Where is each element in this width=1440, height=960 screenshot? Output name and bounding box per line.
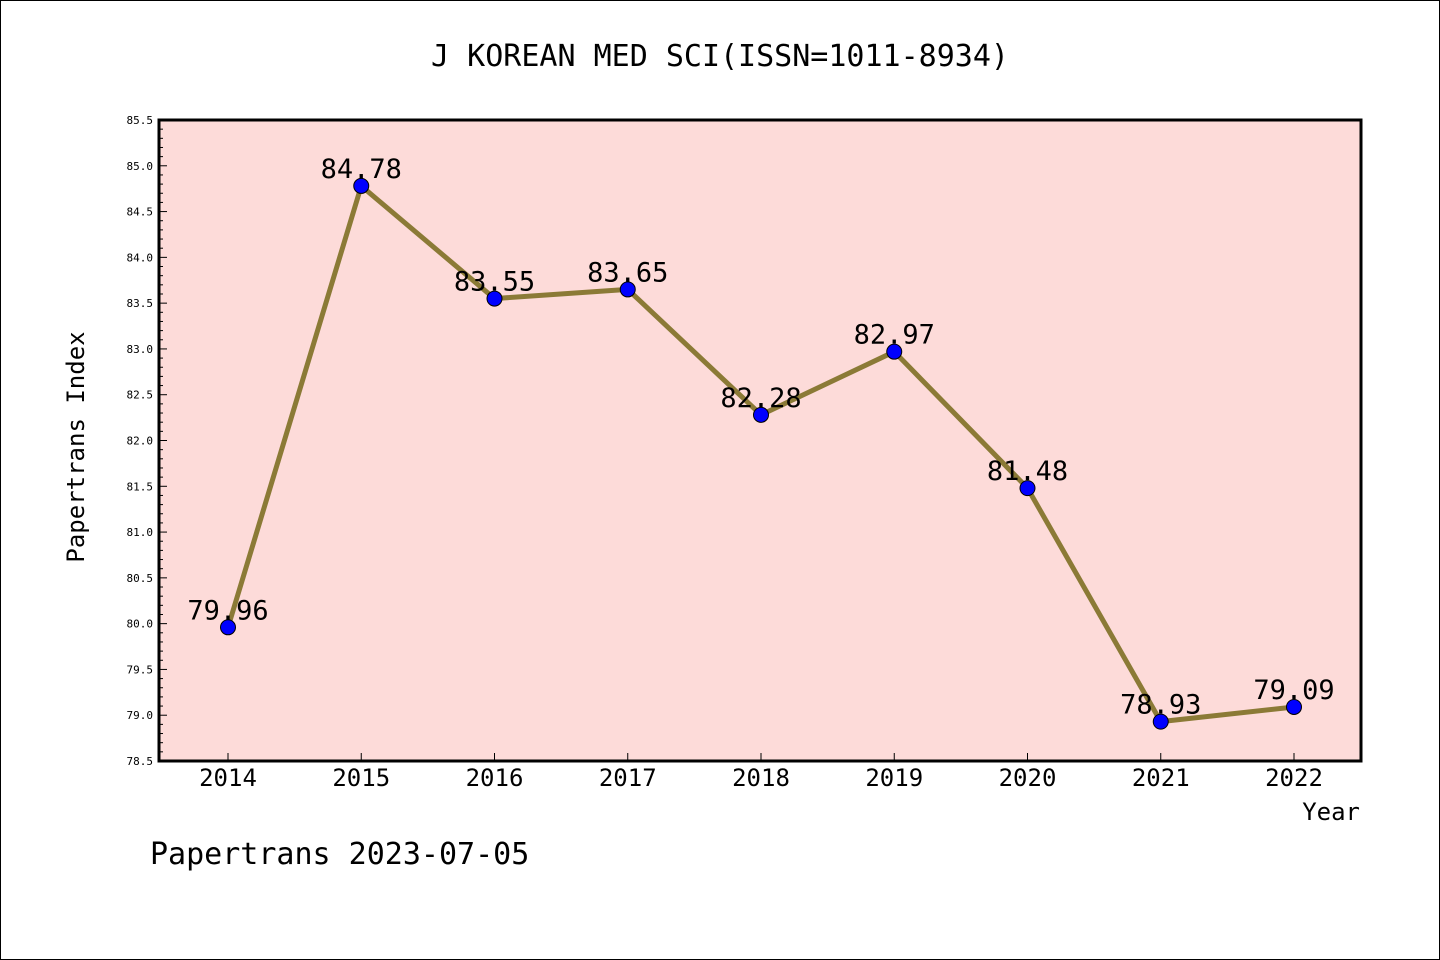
y-tick-label: 84.0 — [127, 251, 154, 264]
y-axis-label: Papertrans Index — [62, 331, 90, 562]
data-point-marker — [1286, 698, 1302, 715]
x-tick-label: 2018 — [732, 764, 790, 792]
plot-border — [157, 118, 1363, 763]
y-tick-label: 81.5 — [127, 480, 154, 493]
y-tick-label: 82.5 — [127, 389, 154, 402]
y-tick-label: 79.0 — [127, 709, 154, 722]
data-value-label: 79.09 — [1253, 675, 1334, 706]
data-point-marker — [486, 290, 503, 307]
x-tick-label: 2017 — [599, 764, 657, 792]
y-tick-label: 84.5 — [127, 206, 154, 219]
x-tick-label: 2015 — [332, 764, 390, 792]
data-point-marker — [886, 343, 903, 360]
chart-title: J KOREAN MED SCI(ISSN=1011-8934) — [431, 39, 1009, 74]
data-point-marker — [1152, 713, 1169, 730]
x-tick-label: 2016 — [466, 764, 524, 792]
x-tick-label: 2020 — [999, 764, 1057, 792]
data-value-label: 83.55 — [454, 267, 535, 298]
y-tick-label: 82.0 — [127, 435, 154, 448]
y-axis-ticks: 78.5 79.0 79.5 80.0 80.5 81.0 81.5 82.0 82.5 83.0… — [127, 114, 167, 768]
data-point-marker — [353, 177, 370, 194]
y-tick-label: 80.0 — [127, 618, 154, 631]
y-tick-label: 78.5 — [127, 755, 154, 768]
data-value-label: 83.65 — [587, 257, 668, 288]
x-axis-label: Year — [1302, 798, 1360, 826]
y-tick-label: 85.0 — [127, 160, 154, 173]
data-point-marker — [619, 281, 636, 298]
data-point-marker — [220, 619, 236, 636]
data-value-label: 78.93 — [1120, 690, 1201, 721]
data-point-marker — [753, 406, 769, 423]
data-value-label: 81.48 — [987, 456, 1068, 487]
y-tick-label: 85.5 — [127, 114, 154, 127]
y-tick-label: 79.5 — [127, 663, 154, 676]
y-tick-label: 83.5 — [127, 297, 154, 310]
x-tick-label: 2014 — [199, 764, 257, 792]
x-tick-label: 2019 — [865, 764, 923, 792]
data-value-label: 82.97 — [854, 320, 935, 351]
x-axis-ticks: 2014 2015 2016 2017 2018 2019 2020 2021 2022 — [199, 753, 1323, 792]
y-tick-label: 81.0 — [127, 526, 154, 539]
data-markers — [220, 177, 1302, 730]
y-tick-label: 83.0 — [127, 343, 154, 356]
data-point-marker — [1019, 480, 1036, 497]
data-labels: 79.96 84.78 83.55 83.65 82.28 82.97 81.48 78.93… — [187, 154, 1334, 721]
data-value-label: 82.28 — [720, 383, 801, 414]
x-tick-label: 2022 — [1265, 764, 1323, 792]
x-tick-label: 2021 — [1132, 764, 1190, 792]
footer-caption: Papertrans 2023-07-05 — [150, 837, 529, 872]
y-tick-label: 80.5 — [127, 572, 154, 585]
data-value-label: 84.78 — [321, 154, 402, 185]
data-value-label: 79.96 — [187, 595, 268, 626]
plot-area — [159, 120, 1361, 761]
